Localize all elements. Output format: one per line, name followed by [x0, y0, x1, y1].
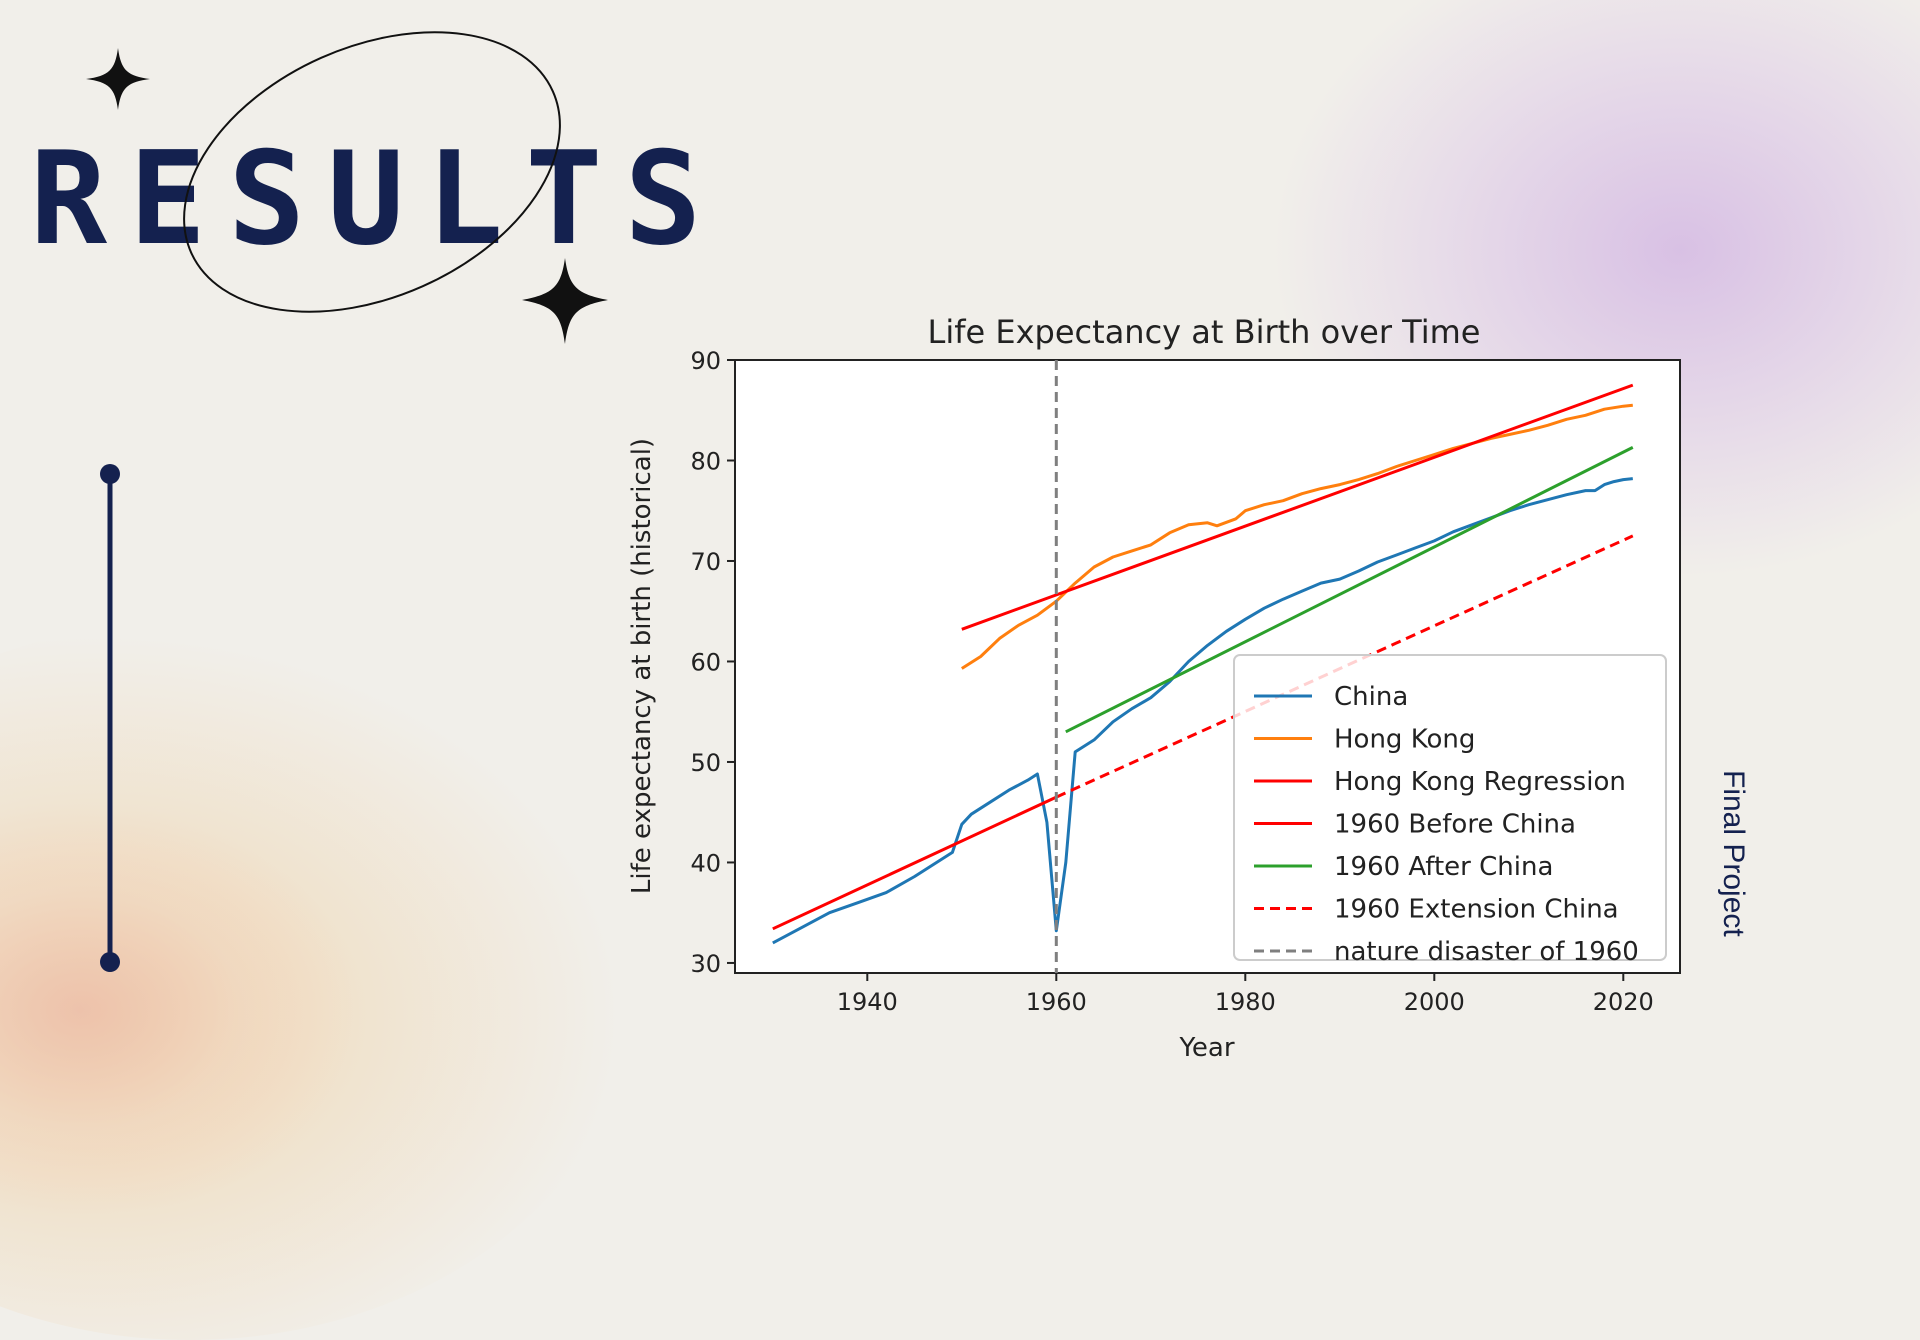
x-tick-label: 2000 — [1404, 988, 1465, 1016]
chart-lines — [772, 360, 1634, 973]
footer-label: Final Project — [1717, 770, 1750, 937]
x-axis-label: Year — [1178, 1033, 1234, 1063]
series-1960-extension-china — [1055, 534, 1634, 799]
x-tick-label: 1940 — [837, 988, 898, 1016]
legend-label: Hong Kong Regression — [1334, 767, 1626, 797]
legend-label: nature disaster of 1960 — [1334, 937, 1639, 967]
series-hong-kong-regression — [961, 383, 1634, 631]
slide-title: RESULTS — [30, 125, 724, 274]
sparkle-star-icon — [86, 48, 150, 110]
y-tick-label: 90 — [690, 347, 721, 375]
chart-legend: China Hong Kong Hong Kong Regression 1960 B… — [1233, 654, 1667, 967]
series-hong-kong — [960, 403, 1633, 670]
legend-label: Hong Kong — [1334, 725, 1475, 755]
y-tick-label: 40 — [690, 849, 721, 877]
y-axis-label: Life expectancy at birth (historical) — [627, 438, 657, 894]
legend-label: 1960 Extension China — [1334, 895, 1619, 925]
chart-title: Life Expectancy at Birth over Time — [928, 313, 1481, 351]
accent-line-dot-bottom — [100, 952, 120, 972]
x-tick-label: 2020 — [1593, 988, 1654, 1016]
y-tick-label: 30 — [690, 950, 721, 978]
sparkle-star-icon — [522, 258, 608, 344]
y-tick-label: 60 — [690, 648, 721, 676]
axis-ticks: 1940 1960 1980 2000 2020 30 40 50 60 70 80 90 — [690, 347, 1653, 1016]
legend-label: China — [1334, 682, 1408, 712]
decorations — [86, 31, 608, 972]
series-china — [772, 477, 1633, 945]
x-tick-label: 1980 — [1215, 988, 1276, 1016]
accent-line-dot-top — [100, 464, 120, 484]
legend-label: 1960 Before China — [1334, 810, 1576, 840]
title-ellipse-outline — [183, 31, 561, 313]
series-1960-after-china — [1065, 446, 1634, 734]
legend-box — [1233, 654, 1667, 961]
chart-canvas: Life Expectancy at Birth over Time 1940 1… — [627, 313, 1681, 1063]
y-tick-label: 50 — [690, 749, 721, 777]
y-tick-label: 80 — [690, 447, 721, 475]
legend-label: 1960 After China — [1334, 852, 1553, 882]
life-expectancy-chart: Life Expectancy at Birth over Time 1940 1… — [620, 300, 1700, 1074]
y-tick-label: 70 — [690, 548, 721, 576]
series-1960-before-china — [772, 795, 1057, 931]
x-tick-label: 1960 — [1026, 988, 1087, 1016]
